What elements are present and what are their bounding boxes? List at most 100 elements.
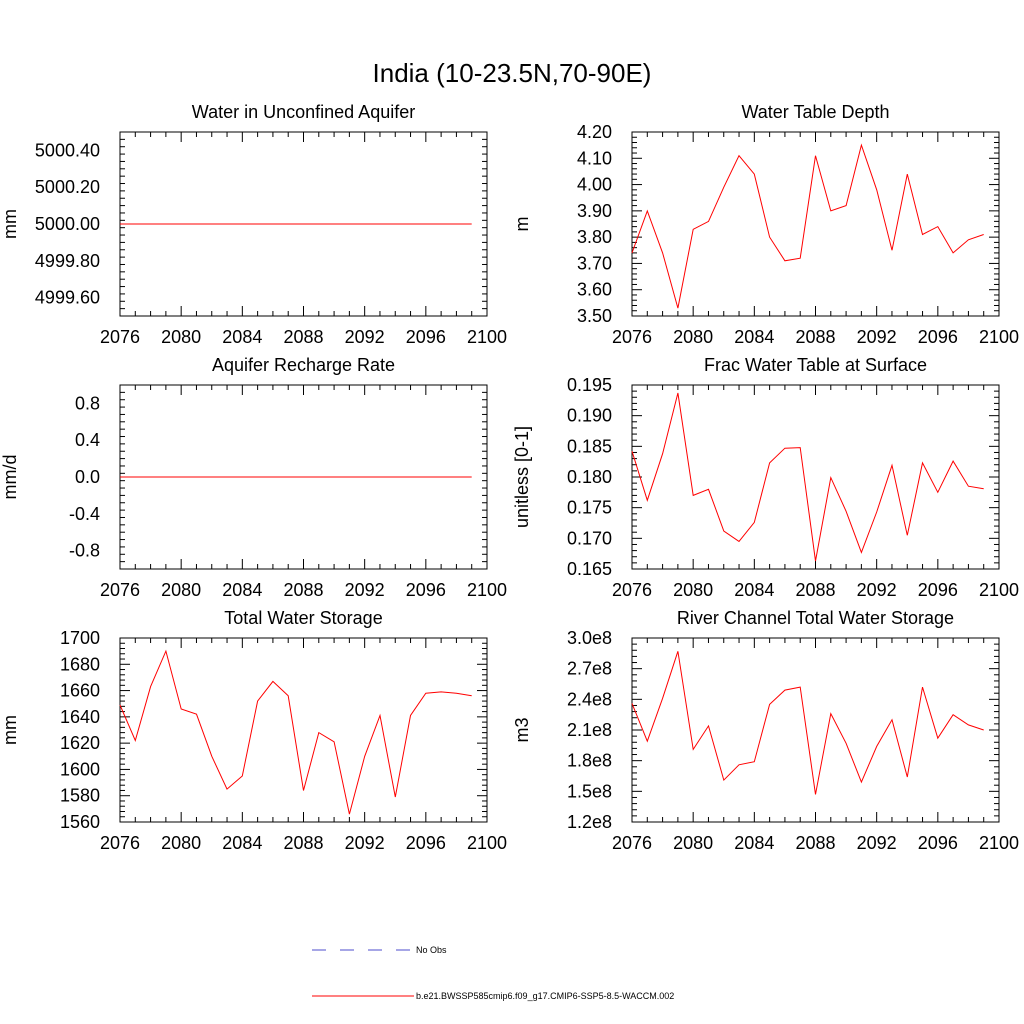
y-tick-label: 3.70: [577, 253, 612, 273]
y-tick-label: 1680: [60, 654, 100, 674]
y-tick-label: 0.170: [567, 528, 612, 548]
y-tick-label: 1560: [60, 812, 100, 832]
x-tick-label: 2076: [612, 833, 652, 853]
x-tick-label: 2080: [673, 833, 713, 853]
x-tick-label: 2096: [406, 833, 446, 853]
y-axis-label: unitless [0-1]: [512, 426, 532, 528]
x-tick-label: 2096: [918, 327, 958, 347]
x-tick-label: 2080: [161, 327, 201, 347]
y-tick-label: 3.80: [577, 227, 612, 247]
panel-title: River Channel Total Water Storage: [677, 608, 954, 628]
x-tick-label: 2080: [673, 327, 713, 347]
x-tick-label: 2076: [100, 833, 140, 853]
y-tick-label: 3.90: [577, 201, 612, 221]
panel-4: Frac Water Table at Surface unitless [0-1…: [512, 355, 1019, 600]
x-tick-label: 2100: [979, 833, 1019, 853]
x-tick-label: 2100: [467, 327, 507, 347]
panel-title: Water Table Depth: [741, 102, 889, 122]
y-tick-label: 2.4e8: [567, 689, 612, 709]
x-tick-label: 2084: [734, 327, 774, 347]
y-tick-label: 1640: [60, 707, 100, 727]
y-tick-label: 5000.00: [35, 214, 100, 234]
y-tick-label: 0.175: [567, 498, 612, 518]
y-tick-label: 0.185: [567, 436, 612, 456]
y-tick-label: 0.190: [567, 406, 612, 426]
panel-6: River Channel Total Water Storage m3 2076 2…: [512, 608, 1019, 853]
y-tick-label: 1620: [60, 733, 100, 753]
y-tick-label: 1660: [60, 681, 100, 701]
y-tick-label: 4.00: [577, 175, 612, 195]
x-tick-label: 2092: [345, 327, 385, 347]
x-tick-label: 2084: [222, 833, 262, 853]
x-tick-label: 2076: [100, 580, 140, 600]
y-tick-label: 2.1e8: [567, 720, 612, 740]
y-tick-label: -0.8: [69, 541, 100, 561]
x-tick-label: 2076: [612, 580, 652, 600]
x-tick-label: 2076: [612, 327, 652, 347]
x-tick-label: 2100: [979, 327, 1019, 347]
y-tick-label: -0.4: [69, 504, 100, 524]
y-tick-label: 1.8e8: [567, 751, 612, 771]
legend-model-label: b.e21.BWSSP585cmip6.f09_g17.CMIP6-SSP5-8…: [416, 991, 674, 1001]
x-tick-label: 2088: [795, 580, 835, 600]
panels: Water in Unconfined Aquifer mm 2076 2080 208…: [0, 102, 1019, 853]
y-tick-label: 3.0e8: [567, 628, 612, 648]
x-tick-label: 2084: [222, 327, 262, 347]
series-line: [631, 143, 984, 309]
x-tick-label: 2088: [795, 833, 835, 853]
legend-obs-label: No Obs: [416, 945, 447, 955]
x-tick-label: 2096: [406, 580, 446, 600]
x-tick-label: 2088: [795, 327, 835, 347]
x-tick-label: 2100: [979, 580, 1019, 600]
x-tick-label: 2088: [283, 327, 323, 347]
y-tick-label: 3.60: [577, 280, 612, 300]
y-axis-label: m: [512, 217, 532, 232]
panel-title: Total Water Storage: [224, 608, 382, 628]
series-line: [631, 651, 984, 795]
panel-2: Water Table Depth m 2076 2080 2084 2088 2092 20…: [512, 102, 1019, 347]
panel-1: Water in Unconfined Aquifer mm 2076 2080 208…: [0, 102, 507, 347]
x-tick-label: 2100: [467, 580, 507, 600]
series-line: [631, 392, 984, 562]
series-line: [119, 649, 472, 815]
y-axis-label: mm: [0, 209, 20, 239]
y-tick-label: 5000.40: [35, 140, 100, 160]
y-tick-label: 1700: [60, 628, 100, 648]
plot-frame: [119, 637, 488, 823]
y-tick-label: 4999.60: [35, 288, 100, 308]
plot-frame: [631, 131, 1000, 317]
x-tick-label: 2092: [857, 833, 897, 853]
y-tick-label: 1580: [60, 786, 100, 806]
y-tick-label: 1600: [60, 759, 100, 779]
x-tick-label: 2088: [283, 833, 323, 853]
y-tick-label: 0.195: [567, 375, 612, 395]
x-tick-label: 2092: [857, 580, 897, 600]
y-tick-label: 1.5e8: [567, 781, 612, 801]
x-tick-label: 2088: [283, 580, 323, 600]
panel-title: Frac Water Table at Surface: [704, 355, 927, 375]
y-axis-label: m3: [512, 717, 532, 742]
panel-3: Aquifer Recharge Rate mm/d 2076 2080 2084 208…: [0, 355, 507, 600]
x-tick-label: 2096: [406, 327, 446, 347]
x-tick-label: 2100: [467, 833, 507, 853]
y-tick-label: 2.7e8: [567, 659, 612, 679]
panel-title: Aquifer Recharge Rate: [212, 355, 395, 375]
plot-frame: [631, 384, 1000, 570]
y-tick-label: 0.8: [75, 393, 100, 413]
panel-title: Water in Unconfined Aquifer: [192, 102, 415, 122]
x-tick-label: 2076: [100, 327, 140, 347]
y-tick-label: 4999.80: [35, 251, 100, 271]
x-tick-label: 2084: [734, 580, 774, 600]
y-tick-label: 0.165: [567, 559, 612, 579]
y-axis-label: mm/d: [0, 455, 20, 500]
x-tick-label: 2096: [918, 580, 958, 600]
y-tick-label: 0.180: [567, 467, 612, 487]
x-tick-label: 2092: [345, 833, 385, 853]
x-tick-label: 2080: [161, 580, 201, 600]
x-tick-label: 2092: [857, 327, 897, 347]
x-tick-label: 2084: [734, 833, 774, 853]
x-tick-label: 2084: [222, 580, 262, 600]
x-tick-label: 2080: [673, 580, 713, 600]
y-tick-label: 0.0: [75, 467, 100, 487]
